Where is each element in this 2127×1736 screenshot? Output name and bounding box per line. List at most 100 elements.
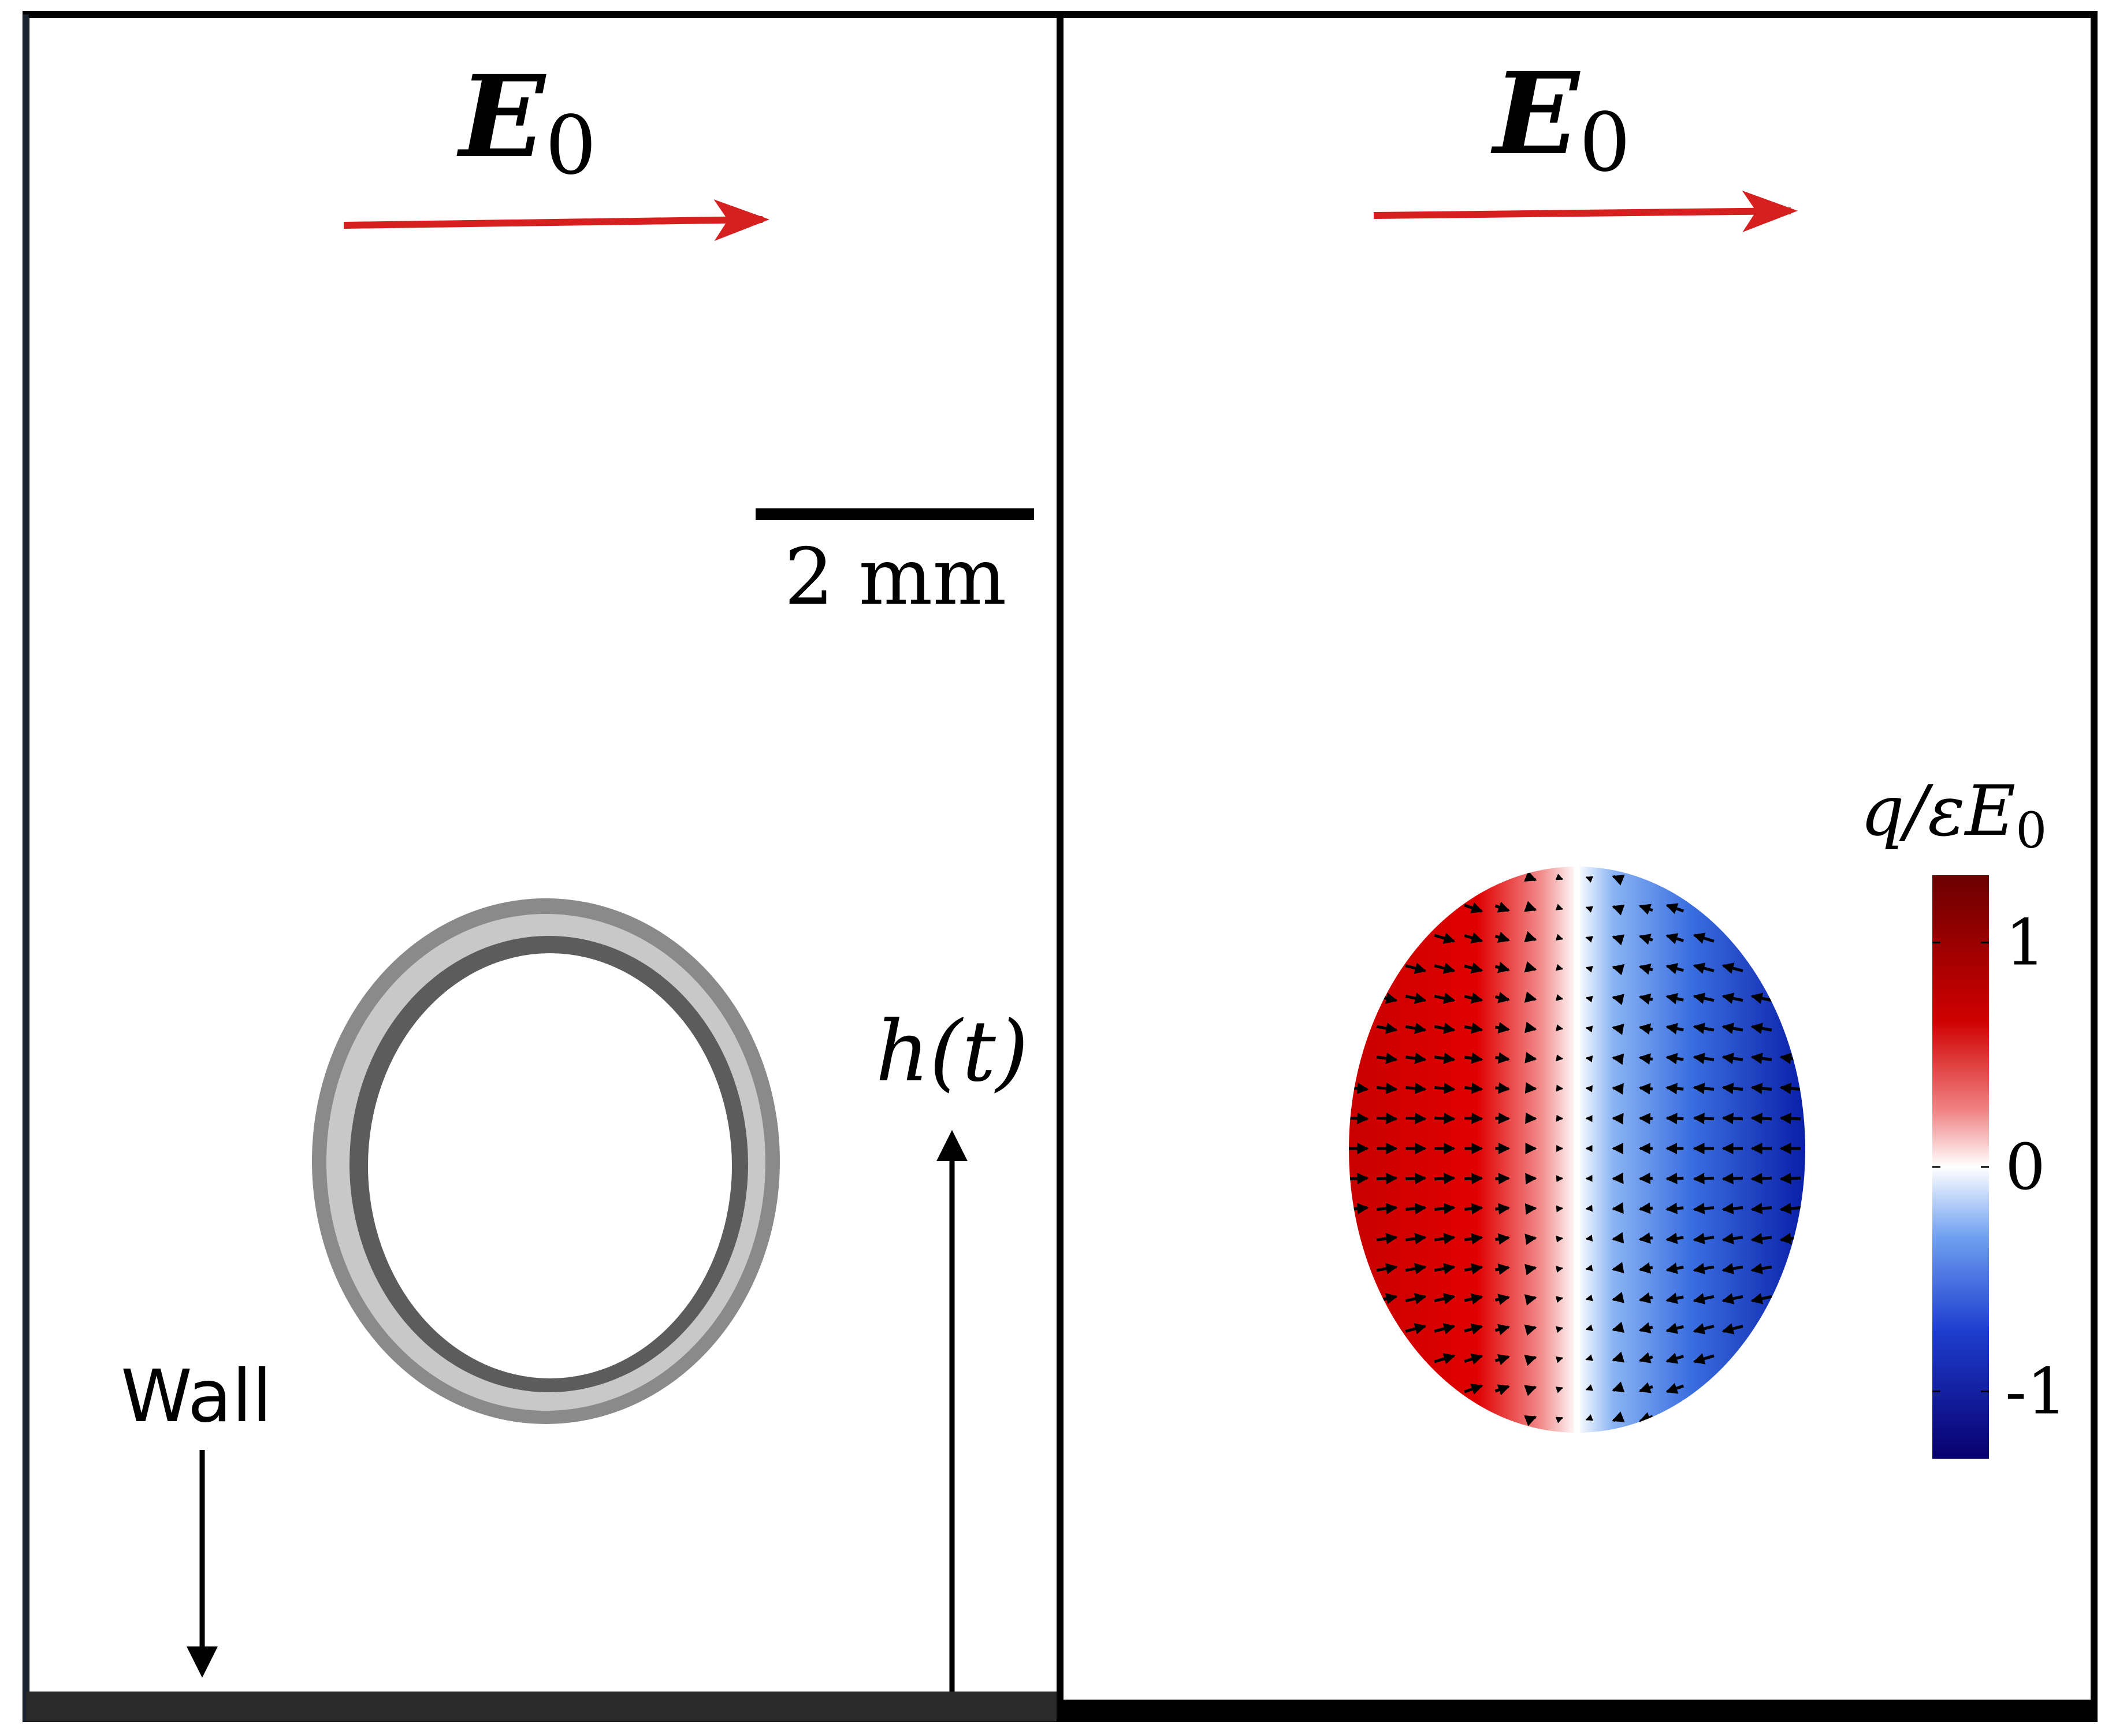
- quiver-arrow: [1434, 1023, 1456, 1034]
- quiver-arrow: [1750, 1263, 1772, 1274]
- quiver-arrow: [1556, 1024, 1564, 1031]
- quiver-arrow: [1376, 1023, 1398, 1034]
- quiver-arrow: [1556, 1084, 1564, 1092]
- left-panel-frame: [23, 11, 1064, 1722]
- quiver-arrow: [1464, 1353, 1483, 1365]
- quiver-arrow: [1638, 1083, 1653, 1095]
- quiver-arrow: [1524, 1263, 1537, 1276]
- colorbar-tick-label: -1: [2005, 1354, 2067, 1428]
- quiver-arrow: [1434, 1083, 1456, 1094]
- quiver-arrow: [1524, 1324, 1537, 1336]
- quiver-arrow: [1494, 901, 1510, 913]
- quiver-arrow: [1585, 936, 1593, 943]
- quiver-arrow: [1405, 1112, 1427, 1124]
- quiver-arrow: [1750, 992, 1772, 1004]
- quiver-arrow: [1665, 1023, 1684, 1035]
- quiver-arrow: [1524, 1385, 1537, 1396]
- colorbar-tick-label: 1: [2005, 906, 2046, 980]
- quiver-arrow: [1638, 963, 1653, 975]
- quiver-arrow: [1750, 1113, 1772, 1125]
- quiver-arrow: [1464, 1082, 1483, 1094]
- quiver-arrow: [1349, 1173, 1369, 1185]
- wall-label: Wall: [121, 1355, 272, 1438]
- droplet-interior: [368, 953, 732, 1378]
- quiver-arrow: [1721, 1293, 1743, 1304]
- quiver-arrow: [1464, 1384, 1483, 1395]
- quiver-arrow: [1524, 1415, 1537, 1426]
- charged-droplet: [1349, 867, 1805, 1433]
- quiver-arrow: [1750, 1293, 1772, 1304]
- quiver-arrow: [1638, 1232, 1653, 1244]
- left-panel: E0 2 mm h(t) Wall: [23, 11, 1064, 1722]
- quiver-arrow: [1464, 992, 1483, 1004]
- quiver-arrow: [1721, 1202, 1743, 1214]
- quiver-arrow: [1525, 1112, 1537, 1124]
- colorbar-title-subscript: 0: [2016, 802, 2047, 860]
- quiver-arrow: [1494, 1384, 1510, 1396]
- quiver-arrow: [1524, 1294, 1537, 1306]
- quiver-arrow: [1721, 1263, 1743, 1274]
- quiver-arrow: [1464, 902, 1483, 913]
- quiver-arrow: [1434, 1112, 1456, 1124]
- quiver-arrow: [1612, 1262, 1624, 1274]
- quiver-arrow: [1638, 1202, 1653, 1214]
- quiver-arrow: [1556, 1296, 1564, 1303]
- quiver-arrow: [1555, 964, 1564, 971]
- quiver-arrow: [1665, 1172, 1684, 1184]
- quiver-arrow: [1376, 1053, 1398, 1064]
- quiver-arrow: [1494, 931, 1510, 943]
- quiver-arrow: [1693, 1083, 1715, 1094]
- quiver-arrow: [1665, 1202, 1684, 1214]
- quiver-arrow: [1638, 1023, 1653, 1035]
- quiver-arrow: [1464, 1022, 1483, 1034]
- quiver-arrow: [1585, 1384, 1593, 1391]
- quiver-arrow: [1555, 1356, 1564, 1363]
- left-field-arrow: [343, 199, 769, 241]
- quiver-arrow: [1376, 1173, 1398, 1185]
- quiver-arrow: [1693, 1202, 1715, 1214]
- quiver-arrow: [1612, 1023, 1624, 1035]
- quiver-arrow: [1612, 934, 1625, 946]
- quiver-arrow: [1585, 1354, 1593, 1361]
- quiver-arrow: [1638, 1352, 1653, 1363]
- quiver-arrow: [1464, 1323, 1483, 1335]
- quiver-arrow: [1612, 1381, 1625, 1393]
- quiver-arrow: [1693, 1023, 1715, 1034]
- quiver-arrow: [1524, 1355, 1537, 1366]
- right-panel: E0 q/εE0 10-1: [1057, 11, 2098, 1722]
- quiver-arrow: [1495, 1233, 1510, 1245]
- quiver-arrow: [1556, 1235, 1564, 1243]
- quiver-arrow: [1494, 1324, 1510, 1336]
- quiver-arrow: [1524, 1021, 1537, 1034]
- quiver-arrow: [1638, 904, 1653, 915]
- quiver-arrow: [1495, 1022, 1510, 1034]
- quiver-arrow: [1464, 1233, 1483, 1245]
- quiver-arrow: [1693, 1172, 1715, 1184]
- quiver-arrow: [1750, 1172, 1772, 1184]
- quiver-arrow: [1434, 1173, 1456, 1185]
- quiver-arrow: [1495, 1082, 1510, 1094]
- quiver-arrow: [1376, 1083, 1398, 1094]
- quiver-arrow: [1612, 1202, 1624, 1214]
- quiver-arrow: [1612, 1113, 1624, 1125]
- quiver-arrow: [1638, 1292, 1653, 1304]
- quiver-arrow: [1524, 901, 1537, 912]
- quiver-arrow: [1693, 1233, 1715, 1244]
- quiver-arrow: [1693, 1113, 1715, 1125]
- quiver-arrow: [1464, 1052, 1483, 1064]
- quiver-arrow: [1376, 1233, 1398, 1244]
- quiver-arrow: [1495, 1203, 1510, 1215]
- quiver-arrow: [1779, 1172, 1801, 1184]
- quiver-arrow: [1638, 1262, 1653, 1274]
- quiver-arrow: [1612, 1411, 1625, 1422]
- quiver-arrow: [1721, 1323, 1743, 1334]
- quiver-arrow: [1585, 1324, 1593, 1332]
- quiver-arrow: [1405, 1083, 1427, 1094]
- colorbar-tick-label: 0: [2005, 1130, 2046, 1204]
- quiver-arrow: [1750, 1053, 1772, 1064]
- right-field-symbol: E: [1490, 47, 1581, 180]
- velocity-quiver: [1349, 867, 1801, 1433]
- quiver-arrow: [1405, 1263, 1427, 1274]
- quiver-arrow: [1434, 1233, 1456, 1244]
